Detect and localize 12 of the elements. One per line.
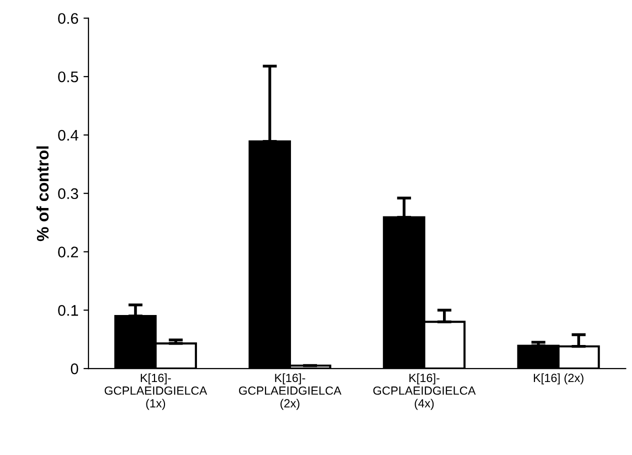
- y-tick-label: 0.4: [58, 130, 78, 141]
- x-tick-label: K[16] (2x): [534, 373, 584, 384]
- y-tick-label: 0.1: [58, 305, 78, 316]
- x-tick-label: K[16]- GCPLAEIDGIELCA (1x): [104, 373, 208, 410]
- x-tick-label: K[16]- GCPLAEIDGIELCA (2x): [239, 373, 342, 410]
- y-tick-label: 0.2: [58, 246, 78, 258]
- y-tick-label: 0: [70, 363, 78, 374]
- y-tick-label: 0.6: [58, 13, 78, 24]
- y-tick-label: 0.5: [58, 71, 78, 82]
- x-tick-label: K[16]- GCPLAEIDGIELCA (4x): [373, 373, 476, 410]
- y-tick-label: 0.3: [58, 188, 78, 200]
- y-axis-title: % of control: [36, 146, 49, 242]
